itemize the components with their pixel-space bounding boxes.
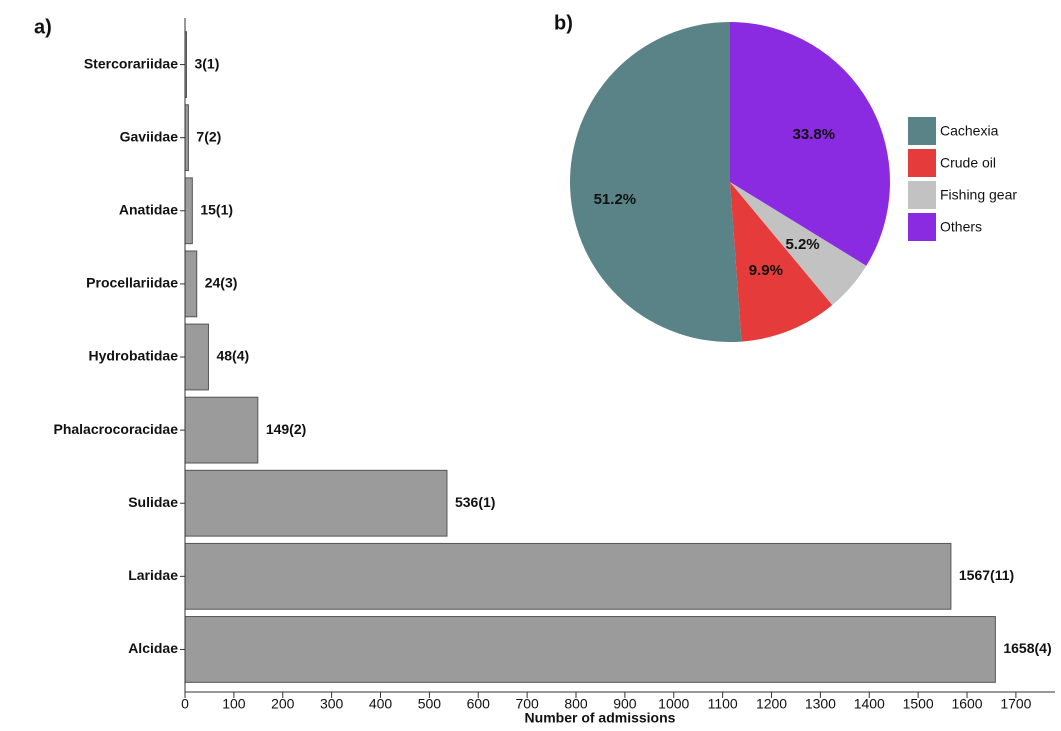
bar [185,617,995,683]
y-tick-label: Stercorariidae [84,55,178,71]
panel-label: b) [554,12,573,34]
y-tick-label: Gaviidae [120,128,179,144]
data-label: 1567(11) [959,567,1014,583]
data-label: 1658(4) [1003,640,1051,656]
data-label: 9.9% [749,262,783,279]
x-tick-label: 1100 [708,696,738,712]
x-tick-label: 1300 [805,696,836,712]
x-tick-label: 400 [369,696,393,712]
y-tick-label: Sulidae [128,494,178,510]
data-label: 149(2) [266,421,306,437]
data-label: 3(1) [194,55,219,71]
x-tick-label: 1200 [756,696,787,712]
data-label: 536(1) [455,494,495,510]
bar [185,251,197,317]
x-tick-label: 100 [222,696,246,712]
legend-label: Crude oil [940,155,996,171]
figure: a) Stercorariidae 3(1) Gaviidae 7(2) Anatidae… [0,0,1061,731]
legend-swatch [908,149,936,177]
pie-slice [570,22,742,342]
bar [185,543,951,609]
bar [185,324,208,390]
data-label: 15(1) [200,201,233,217]
x-tick-label: 1600 [951,696,982,712]
y-tick-label: Procellariidae [86,275,178,291]
data-label: 7(2) [196,128,221,144]
legend-swatch [908,181,936,209]
x-tick-label: 0 [181,696,189,712]
x-tick-label: 600 [467,696,491,712]
bar [185,397,258,463]
y-tick-label: Anatidae [119,201,178,217]
y-tick-label: Laridae [128,567,178,583]
legend-label: Cachexia [940,123,999,139]
x-tick-label: 300 [320,696,344,712]
data-label: 48(4) [216,348,249,364]
x-tick-label: 1700 [1000,696,1031,712]
data-label: 24(3) [205,275,238,291]
x-tick-label: 1500 [903,696,934,712]
data-label: 33.8% [793,126,836,143]
bar [185,470,447,536]
data-label: 5.2% [785,236,819,253]
panel-label: a) [34,16,52,38]
x-tick-label: 500 [418,696,442,712]
data-label: 51.2% [594,191,637,208]
y-tick-label: Phalacrocoracidae [53,421,178,437]
legend-label: Fishing gear [940,187,1017,203]
legend-swatch [908,117,936,145]
bar [185,105,188,171]
x-tick-label: 200 [271,696,295,712]
x-tick-label: 1400 [854,696,885,712]
bar [185,178,192,244]
y-tick-label: Hydrobatidae [89,348,179,364]
legend-swatch [908,213,936,241]
y-tick-label: Alcidae [128,640,178,656]
legend-label: Others [940,219,982,235]
x-axis-label: Number of admissions [525,710,676,726]
